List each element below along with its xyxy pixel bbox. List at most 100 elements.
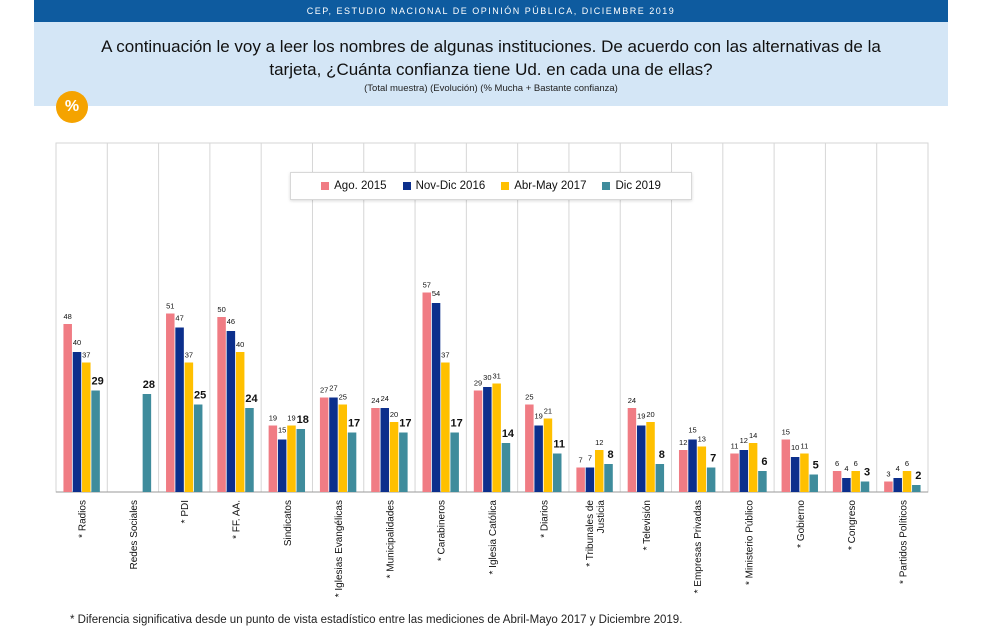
data-label: 8 <box>659 449 665 461</box>
data-label: 15 <box>688 426 696 435</box>
chart-legend: Ago. 2015 Nov-Dic 2016 Abr-May 2017 Dic 201… <box>290 172 692 200</box>
data-label: 7 <box>710 453 716 465</box>
data-label: 29 <box>474 379 482 388</box>
bar <box>217 317 226 492</box>
data-label: 30 <box>483 373 491 382</box>
category-label: Justicia <box>596 500 607 534</box>
category-label: * PDI <box>180 500 191 523</box>
data-label: 3 <box>864 467 870 479</box>
bar <box>441 362 450 492</box>
data-label: 24 <box>245 393 258 405</box>
legend-label: Nov-Dic 2016 <box>415 180 486 192</box>
bar <box>63 324 72 492</box>
data-label: 12 <box>740 436 748 445</box>
bar <box>758 471 767 492</box>
data-label: 29 <box>91 376 103 388</box>
data-label: 4 <box>844 464 848 473</box>
bar <box>678 450 688 492</box>
bar <box>329 397 338 492</box>
category-label: * Ministerio Público <box>744 500 755 585</box>
data-label: 20 <box>390 410 398 419</box>
data-label: 15 <box>278 426 286 435</box>
bar <box>389 422 399 492</box>
bar <box>594 450 604 492</box>
bar <box>552 453 562 492</box>
bar <box>142 394 152 492</box>
bar <box>730 453 739 492</box>
data-label: 5 <box>813 460 819 472</box>
data-label: 14 <box>749 431 757 440</box>
bar <box>912 485 921 492</box>
legend-swatch <box>602 182 611 190</box>
bar <box>893 478 902 492</box>
bar <box>175 327 184 492</box>
data-label: 12 <box>679 438 687 447</box>
data-label: 46 <box>227 317 235 326</box>
bar <box>91 390 100 492</box>
bar <box>166 313 175 492</box>
data-label: 14 <box>502 428 515 440</box>
legend-swatch <box>501 182 510 190</box>
data-label: 12 <box>595 438 603 447</box>
data-label: 51 <box>166 302 174 311</box>
data-label: 24 <box>381 394 389 403</box>
legend-item: Nov-Dic 2016 <box>402 180 486 192</box>
data-label: 24 <box>371 396 379 405</box>
data-label: 25 <box>339 393 347 402</box>
data-label: 19 <box>287 414 295 423</box>
data-label: 6 <box>905 459 909 468</box>
bar <box>525 404 534 492</box>
data-label: 17 <box>348 418 360 430</box>
category-label: * Iglesia Católica <box>488 500 499 575</box>
data-label: 54 <box>432 289 440 298</box>
category-label: Sindicatos <box>283 500 294 546</box>
bar <box>268 425 278 492</box>
data-label: 47 <box>175 314 183 323</box>
data-label: 8 <box>607 449 613 461</box>
bar <box>82 362 91 492</box>
data-label: 7 <box>579 456 583 465</box>
bar <box>604 464 613 492</box>
data-label: 37 <box>441 351 449 360</box>
question-title-line1: A continuación le voy a leer los nombres… <box>101 37 881 56</box>
data-label: 6 <box>854 459 858 468</box>
bar <box>193 404 203 492</box>
legend-label: Ago. 2015 <box>334 180 387 192</box>
bar <box>627 408 637 492</box>
category-label: * Tribunales de <box>585 500 596 567</box>
bar <box>860 481 870 492</box>
category-label: Redes Sociales <box>129 500 140 569</box>
data-label: 28 <box>143 379 155 391</box>
bar <box>380 408 390 492</box>
category-label: * Carabineros <box>437 500 448 561</box>
legend-swatch <box>321 182 330 190</box>
bar <box>338 404 348 492</box>
bar <box>226 331 236 492</box>
data-label: 3 <box>886 470 890 479</box>
data-label: 11 <box>801 442 809 451</box>
data-label: 19 <box>269 414 277 423</box>
data-label: 24 <box>628 396 636 405</box>
data-label: 11 <box>731 442 739 451</box>
question-header: A continuación le voy a leer los nombres… <box>34 22 948 106</box>
bar <box>800 453 809 492</box>
bar <box>842 478 851 492</box>
data-label: 50 <box>217 305 225 314</box>
bar <box>884 481 893 492</box>
data-label: 11 <box>553 439 565 451</box>
bar <box>492 383 501 492</box>
data-label: 40 <box>236 340 244 349</box>
percent-badge-icon: % <box>56 91 88 123</box>
data-label: 4 <box>896 464 900 473</box>
bar <box>688 439 697 492</box>
data-label: 19 <box>534 412 542 421</box>
data-label: 27 <box>329 384 337 393</box>
legend-label: Dic 2019 <box>615 180 661 192</box>
bar <box>483 387 492 492</box>
data-label: 25 <box>525 393 533 402</box>
bar <box>422 292 432 492</box>
data-label: 37 <box>82 351 90 360</box>
legend-label: Abr-May 2017 <box>514 180 587 192</box>
bar <box>851 471 860 492</box>
